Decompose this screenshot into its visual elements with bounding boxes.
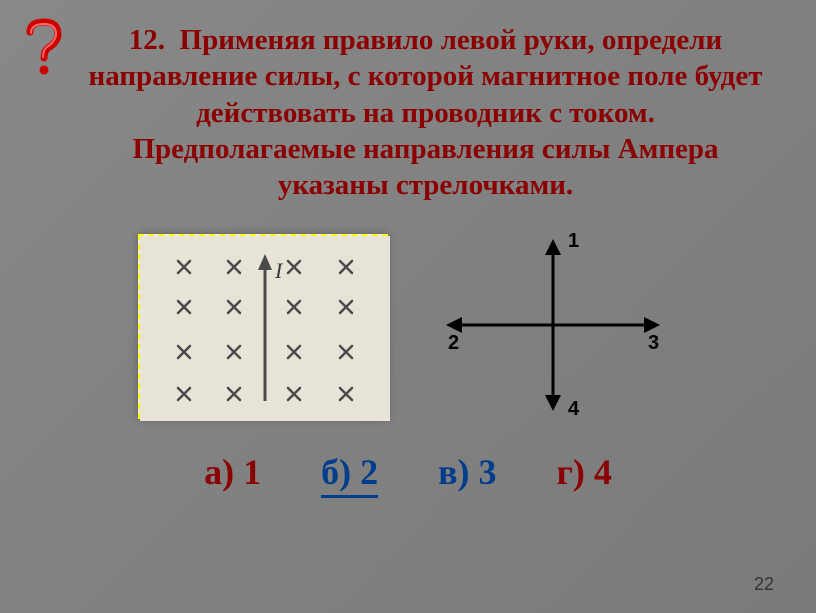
question-text: 12. Применяя правило левой руки, определ… — [0, 0, 816, 213]
magnetic-field-diagram: I — [138, 234, 388, 419]
label-1: 1 — [568, 230, 579, 252]
question-body: Применяя правило левой руки, определи на… — [89, 24, 763, 201]
answer-g[interactable]: г) 4 — [557, 451, 612, 498]
label-2: 2 — [448, 332, 459, 354]
page-number: 22 — [754, 574, 774, 595]
label-4: 4 — [568, 398, 580, 420]
answer-options: а) 1 б) 2 в) 3 г) 4 — [0, 451, 816, 498]
answer-a[interactable]: а) 1 — [204, 451, 261, 498]
answer-v[interactable]: в) 3 — [438, 451, 496, 498]
question-mark-icon — [18, 18, 70, 85]
direction-cross-diagram: 1 2 3 4 — [428, 221, 678, 431]
question-number: 12. — [129, 24, 165, 56]
diagram-row: I 1 2 3 4 — [0, 221, 816, 431]
label-3: 3 — [648, 332, 659, 354]
answer-b[interactable]: б) 2 — [321, 451, 378, 498]
